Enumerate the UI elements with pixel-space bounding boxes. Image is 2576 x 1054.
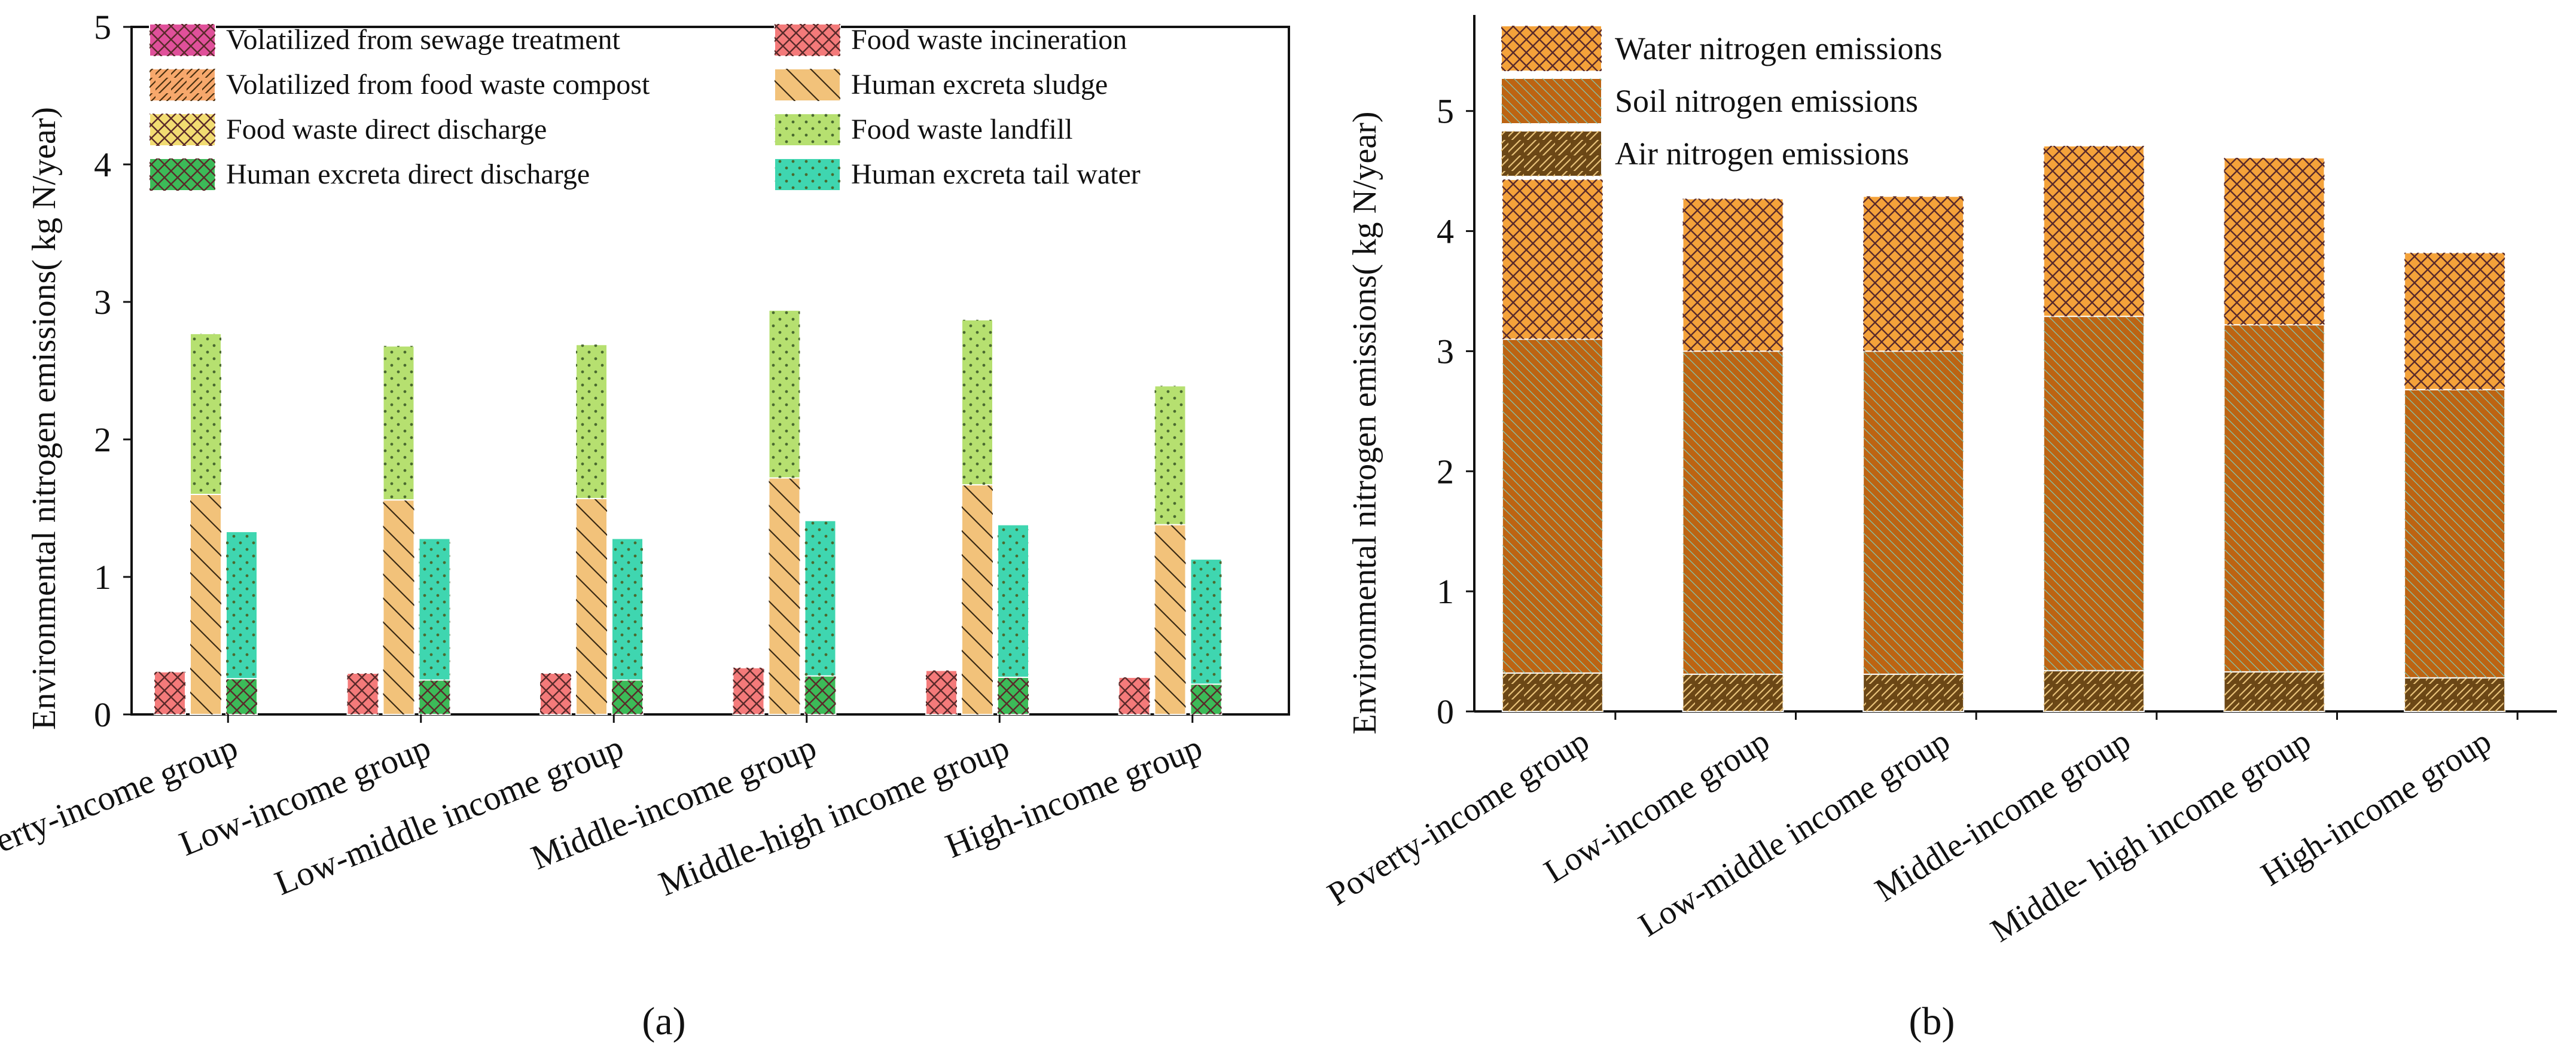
- legend-swatch-pattern: [1501, 78, 1602, 124]
- y-tick-label: 0: [1437, 692, 1454, 731]
- bar-segment-pattern: [769, 310, 800, 478]
- bar-segment-pattern: [2043, 670, 2144, 711]
- legend-label: Volatilized from food waste compost: [226, 69, 650, 100]
- legend-swatch-pattern: [150, 24, 215, 56]
- legend-label: Volatilized from sewage treatment: [226, 24, 621, 56]
- bar-segment-pattern: [1154, 524, 1186, 714]
- x-tick-label: Middle- high income group: [1984, 722, 2317, 949]
- panel-label: (a): [642, 1000, 685, 1043]
- bar-segment-pattern: [576, 498, 607, 714]
- legend-swatch-pattern: [150, 158, 215, 191]
- bar-segment-pattern: [383, 346, 414, 500]
- bar-segment-pattern: [1502, 673, 1603, 711]
- bar-segment-pattern: [1863, 351, 1964, 674]
- bar-segment-pattern: [2043, 145, 2144, 317]
- bar-segment-pattern: [190, 494, 221, 714]
- legend-label: Human excreta direct discharge: [226, 158, 590, 190]
- bar-segment-pattern: [540, 673, 571, 714]
- y-axis-label: Environmental nitrogen emissions( kg N/y…: [26, 107, 63, 730]
- bar-segment-pattern: [1863, 196, 1964, 352]
- y-tick-label: 1: [1437, 572, 1454, 611]
- bar-segment-pattern: [1682, 674, 1784, 711]
- bar-segment-pattern: [612, 538, 643, 680]
- bar-segment-pattern: [962, 484, 993, 714]
- bar-segment-pattern: [1118, 677, 1150, 714]
- y-tick-label: 0: [94, 695, 111, 734]
- y-tick-label: 5: [94, 8, 111, 47]
- bar-segment-pattern: [2404, 252, 2505, 390]
- legend-label: Food waste direct discharge: [226, 114, 547, 145]
- y-tick-label: 4: [94, 145, 111, 184]
- bar-segment-pattern: [2224, 325, 2325, 672]
- bar-segment-pattern: [419, 538, 450, 680]
- bar-segment-pattern: [1863, 674, 1964, 711]
- x-tick-label: Low-middle income group: [269, 728, 629, 903]
- legend-label: Air nitrogen emissions: [1615, 136, 1909, 172]
- bar-segment-pattern: [226, 679, 257, 714]
- legend-swatch-pattern: [1501, 131, 1602, 176]
- legend-swatch-pattern: [775, 158, 840, 191]
- bar-segment-pattern: [190, 333, 221, 494]
- legend-label: Human excreta tail water: [851, 158, 1141, 190]
- bar-segment-pattern: [383, 500, 414, 714]
- bar-segment-pattern: [804, 520, 836, 676]
- legend-label: Food waste landfill: [851, 114, 1073, 145]
- bar-segment-pattern: [804, 676, 836, 714]
- legend-label: Soil nitrogen emissions: [1615, 83, 1918, 119]
- bar-segment-pattern: [1682, 351, 1784, 674]
- bar-segment-pattern: [154, 671, 185, 714]
- legend-swatch-pattern: [775, 114, 840, 146]
- bar-segment-pattern: [1190, 559, 1222, 685]
- bar-segment-pattern: [926, 670, 957, 714]
- bar-segment-pattern: [1502, 339, 1603, 673]
- legend-swatch-pattern: [150, 114, 215, 146]
- panel-label: (b): [1909, 1000, 1955, 1043]
- bar-segment-pattern: [226, 531, 257, 679]
- legend-swatch-pattern: [775, 69, 840, 101]
- bar-segment-pattern: [2043, 316, 2144, 671]
- legend-label: Food waste incineration: [851, 24, 1127, 56]
- bar-segment-pattern: [576, 344, 607, 499]
- bar-segment-pattern: [733, 667, 764, 714]
- bar-segment-pattern: [2224, 158, 2325, 325]
- legend-label: Human excreta sludge: [851, 69, 1108, 100]
- bar-segment-pattern: [612, 680, 643, 714]
- bar-segment-pattern: [998, 524, 1029, 677]
- x-tick-label: Middle-high income group: [653, 728, 1014, 903]
- bar-segment-pattern: [2404, 677, 2505, 711]
- bar-segment-pattern: [2224, 671, 2325, 711]
- bar-segment-pattern: [1154, 386, 1186, 525]
- plot-frame: [130, 26, 1290, 716]
- bar-segment-pattern: [962, 319, 993, 485]
- legend-swatch-pattern: [150, 69, 215, 101]
- y-tick-label: 2: [94, 420, 111, 459]
- y-tick-label: 4: [1437, 212, 1454, 251]
- y-tick-label: 5: [1437, 92, 1454, 131]
- bar-segment-pattern: [2404, 389, 2505, 678]
- legend-swatch-pattern: [775, 24, 840, 56]
- bar-segment-pattern: [998, 677, 1029, 714]
- y-tick-label: 2: [1437, 452, 1454, 491]
- y-tick-label: 1: [94, 558, 111, 597]
- legend-swatch-pattern: [1501, 26, 1602, 71]
- y-tick-label: 3: [94, 283, 111, 322]
- bar-segment-pattern: [769, 478, 800, 714]
- legend-label: Water nitrogen emissions: [1615, 30, 1943, 66]
- x-tick-label: Low-middle income group: [1632, 722, 1956, 944]
- chart-panel-a: 0 1 2 3 4 5 Environmental nitrogen emissions( …: [0, 8, 1290, 1043]
- bar-segment-pattern: [1190, 684, 1222, 714]
- bar-segment-pattern: [1502, 179, 1603, 340]
- y-axis-label: Environmental nitrogen emissions( kg N/y…: [1346, 112, 1383, 735]
- x-tick-label: Poverty-income group: [0, 728, 243, 880]
- bar-segment-pattern: [347, 673, 379, 714]
- bar-segment-pattern: [419, 680, 450, 714]
- chart-panel-b: 0 1 2 3 4 5 Environmental nitrogen emissions( …: [1321, 15, 2557, 1043]
- bar-segment-pattern: [1682, 198, 1784, 352]
- y-tick-label: 3: [1437, 332, 1454, 371]
